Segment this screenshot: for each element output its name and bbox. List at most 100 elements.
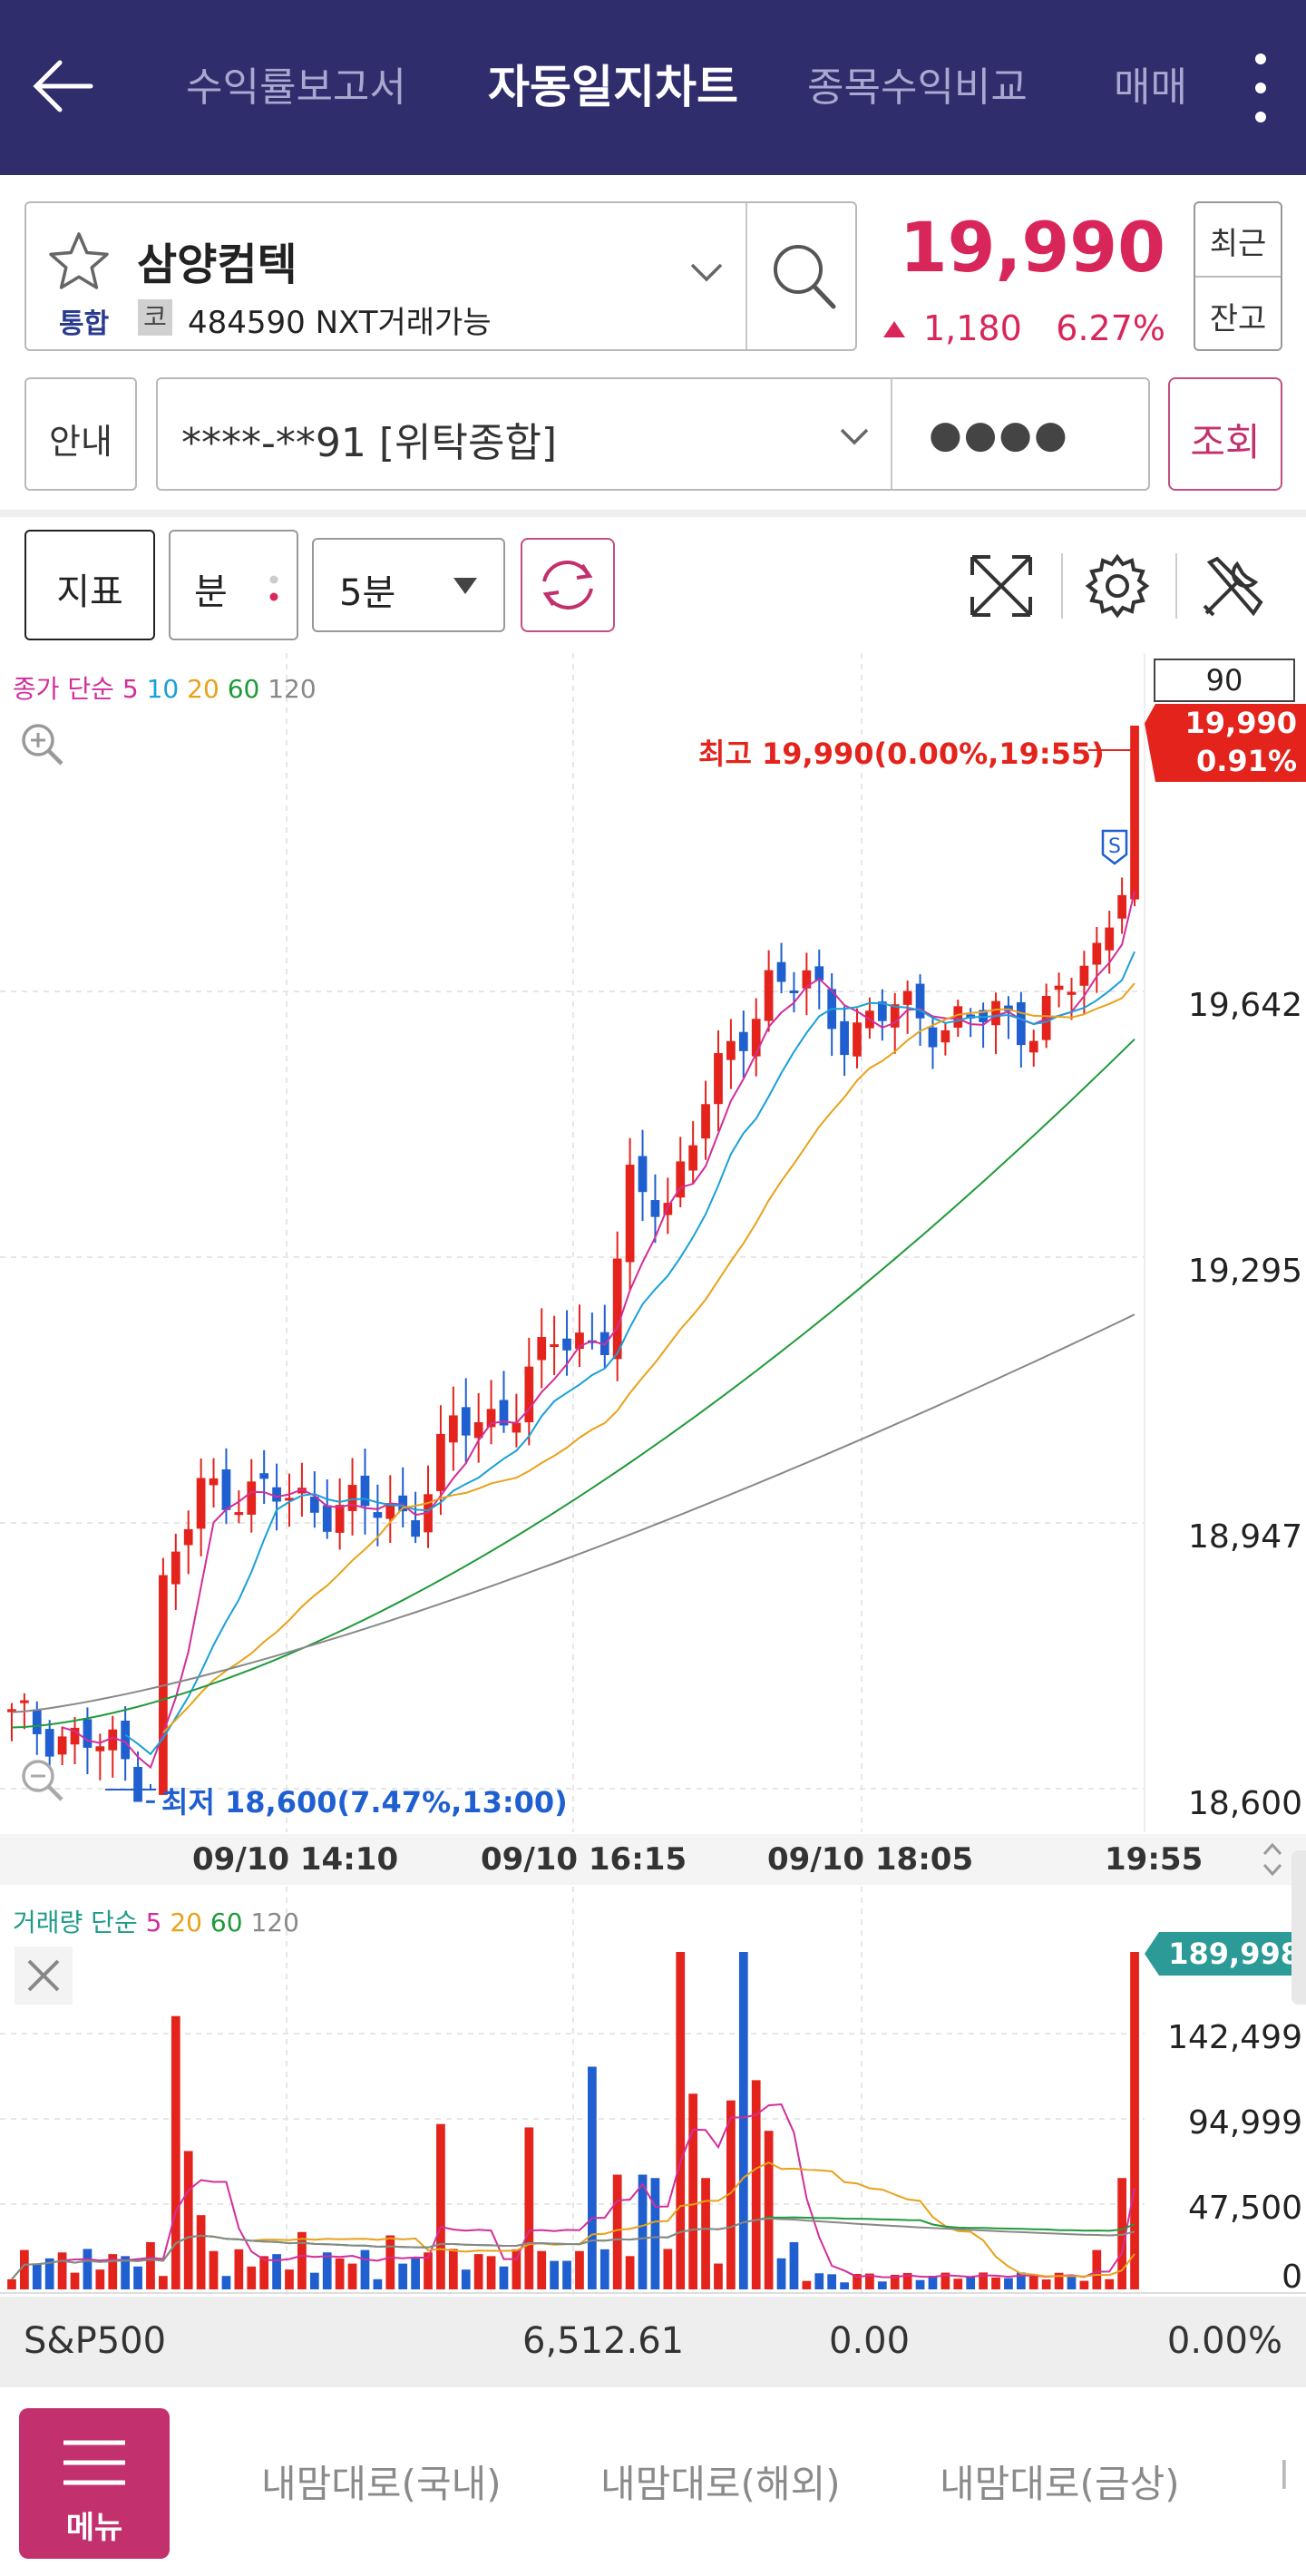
recent-label[interactable]: 최근 (1209, 226, 1267, 262)
more-menu-icon[interactable] (1243, 50, 1279, 127)
candle-body (789, 990, 799, 994)
price-change-pct: 6.27% (1056, 308, 1165, 348)
market-badge: 통합 (59, 308, 110, 340)
tab-stock-return-compare[interactable]: 종목수익비교 (807, 64, 1028, 111)
price-change: 1,180 (923, 308, 1022, 348)
recent-balance-button[interactable]: 최근 잔고 (1194, 201, 1282, 351)
candle-body (44, 1729, 54, 1757)
volume-bar (840, 2282, 849, 2289)
volume-legend-ma20: 20 (170, 1908, 202, 1937)
volume-bar (196, 2215, 206, 2289)
volume-bar (1117, 2178, 1127, 2289)
signal-marker-label: S (1108, 835, 1121, 858)
volume-bar (738, 1952, 748, 2289)
stock-selector[interactable]: 삼양컴텍 통합 코 484590 NXT거래가능 (24, 201, 857, 351)
candle-body (1067, 991, 1077, 995)
candle-body (196, 1478, 206, 1529)
volume-bar (1041, 2279, 1051, 2289)
y-axis-area (1145, 653, 1306, 1832)
volume-bar (424, 2252, 433, 2289)
candle-body (7, 1709, 16, 1712)
password-field[interactable]: ●●●● (929, 412, 1069, 456)
volume-bar (587, 2066, 597, 2289)
candle-body (32, 1709, 42, 1734)
volume-bar (865, 2273, 874, 2289)
zoom-in-icon[interactable] (15, 717, 69, 771)
account-selector[interactable]: ****-**91 [위탁종합] ●●●● (156, 377, 1150, 491)
tab-auto-journal-chart[interactable]: 자동일지차트 (488, 61, 738, 113)
ma5-line (62, 891, 1135, 1770)
candle-body (146, 1800, 155, 1803)
volume-legend-ma120: 120 (250, 1908, 299, 1937)
volume-bar (360, 2249, 370, 2289)
back-arrow-icon[interactable] (27, 50, 100, 122)
candle-body (259, 1473, 269, 1479)
close-icon[interactable] (15, 1947, 73, 2005)
volume-legend-ma60: 60 (210, 1908, 243, 1937)
candle-body (1028, 1040, 1038, 1053)
candle-body (385, 1503, 395, 1519)
tab-custom-overseas[interactable]: 내맘대로(해외) (600, 2462, 841, 2506)
volume-bar (247, 2266, 257, 2289)
candle-body (183, 1528, 193, 1546)
volume-bar (83, 2249, 93, 2289)
tab-custom-commodity[interactable]: 내맘대로(금상) (940, 2462, 1180, 2506)
resize-handle-icon[interactable] (1257, 1839, 1288, 1879)
last-price-pct: 0.91% (1195, 744, 1297, 778)
candle-body (512, 1422, 521, 1433)
tab-trade[interactable]: 매매 (1114, 64, 1187, 111)
index-ticker-bar[interactable]: S&P500 6,512.61 0.00 0.00% (0, 2297, 1306, 2387)
refresh-button[interactable] (521, 538, 615, 632)
candle-body (360, 1475, 370, 1507)
tab-custom-domestic[interactable]: 내맘대로(국내) (261, 2462, 502, 2506)
favorite-star-icon[interactable] (46, 229, 112, 294)
candle-count-box: 90 (1154, 659, 1295, 702)
x-axis-tick: 09/10 16:15 (481, 1841, 687, 1878)
volume-bar (1004, 2278, 1013, 2289)
interval-select[interactable]: 5분 (312, 538, 505, 632)
query-label: 조회 (1190, 420, 1261, 464)
candle-body (902, 990, 912, 1005)
candle-body (853, 1022, 862, 1057)
chevron-down-icon[interactable] (838, 424, 871, 448)
search-icon[interactable] (768, 238, 841, 315)
query-button[interactable]: 조회 (1168, 377, 1282, 491)
last-price-tag: 19,990 0.91% (1145, 704, 1306, 782)
volume-ma120-line (11, 2217, 1135, 2280)
guide-button[interactable]: 안내 (24, 377, 137, 491)
guide-label: 안내 (49, 422, 112, 462)
volume-bar (1054, 2272, 1064, 2289)
high-annotation: 최고 19,990(0.00%,19:55) (698, 737, 1105, 771)
volume-bar (44, 2258, 54, 2289)
period-button[interactable]: 분 (169, 530, 298, 640)
x-axis-tick: 09/10 18:05 (767, 1841, 974, 1878)
volume-y-tick: 47,500 (1188, 2190, 1302, 2227)
period-label: 분 (194, 571, 228, 613)
volume-bar (928, 2276, 938, 2289)
chevron-down-icon[interactable] (687, 258, 726, 285)
balance-label[interactable]: 잔고 (1209, 301, 1267, 337)
candle-body (877, 1001, 887, 1021)
volume-bar (537, 2250, 547, 2289)
volume-bar (1092, 2249, 1102, 2289)
index-name: S&P500 (24, 2320, 167, 2362)
indicator-button[interactable]: 지표 (24, 530, 155, 640)
volume-bar (550, 2260, 560, 2289)
price-chart[interactable] (0, 653, 1306, 1832)
tab-return-report[interactable]: 수익률보고서 (186, 64, 406, 111)
tools-icon[interactable] (1197, 550, 1270, 622)
expand-icon[interactable] (965, 550, 1038, 622)
x-axis-tick: 19:55 (1105, 1841, 1204, 1878)
zoom-out-icon[interactable] (15, 1752, 69, 1807)
volume-chart[interactable] (0, 1887, 1306, 2295)
settings-gear-icon[interactable] (1081, 550, 1154, 622)
menu-button[interactable]: 메뉴 (19, 2408, 170, 2559)
volume-ma5-line (62, 2103, 1135, 2278)
scroll-handle[interactable] (1291, 1850, 1306, 2005)
volume-bar (309, 2272, 319, 2289)
volume-bar (448, 2249, 458, 2289)
price-y-tick: 19,642 (1188, 987, 1302, 1024)
volume-bar (979, 2272, 988, 2289)
volume-bar (789, 2241, 799, 2289)
account-number: ****-**91 [위탁종합] (181, 420, 558, 466)
